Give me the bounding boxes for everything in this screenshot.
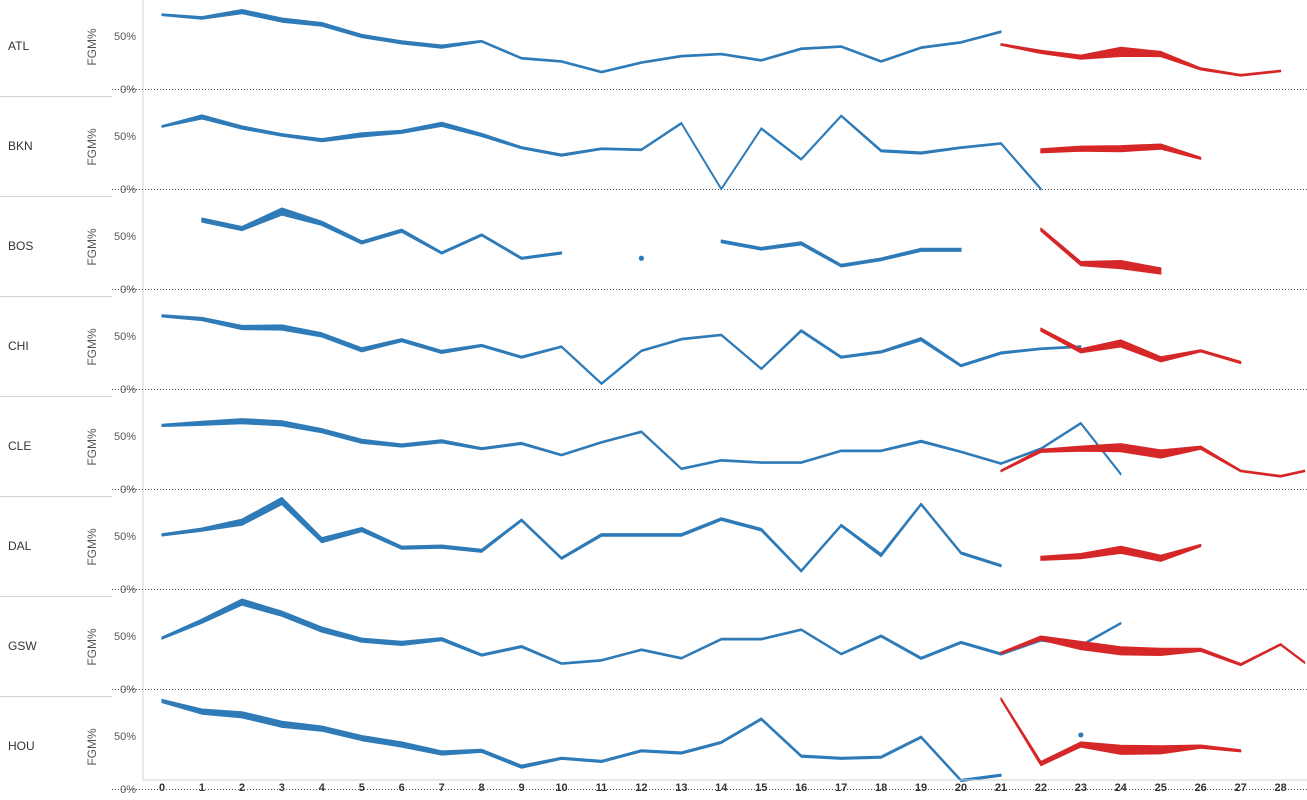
x-tick-label: 27 <box>1235 782 1247 794</box>
team-label-bos: BOS <box>8 239 33 253</box>
team-label-cle: CLE <box>8 439 31 453</box>
series-line-hou-red <box>1000 697 1242 767</box>
series-line-cle-blue <box>161 418 1122 476</box>
y-tick-label: 50% <box>114 31 136 43</box>
x-tick-label: 2 <box>239 782 245 794</box>
y-axis-title: FGM% <box>85 228 99 266</box>
series-line-gsw-blue <box>161 598 1122 665</box>
x-tick-label: 6 <box>399 782 405 794</box>
y-axis-title: FGM% <box>85 28 99 66</box>
team-label-bkn: BKN <box>8 139 33 153</box>
team-label-chi: CHI <box>8 339 29 353</box>
x-tick-label: 23 <box>1075 782 1087 794</box>
team-label-gsw: GSW <box>8 639 37 653</box>
x-tick-label: 18 <box>875 782 887 794</box>
series-line-chi-red <box>1040 327 1242 365</box>
y-tick-label: 50% <box>114 131 136 143</box>
y-tick-label: 50% <box>114 631 136 643</box>
x-tick-label: 9 <box>518 782 524 794</box>
x-tick-label: 15 <box>755 782 767 794</box>
y-tick-label: 0% <box>120 784 136 796</box>
series-line-cle-red <box>1000 443 1306 478</box>
y-tick-label: 50% <box>114 231 136 243</box>
y-tick-label: 0% <box>120 84 136 96</box>
y-tick-label: 0% <box>120 684 136 696</box>
y-tick-label: 50% <box>114 531 136 543</box>
y-axis-title: FGM% <box>85 528 99 566</box>
x-tick-label: 19 <box>915 782 927 794</box>
y-axis-title: FGM% <box>85 628 99 666</box>
x-tick-label: 8 <box>479 782 485 794</box>
y-axis-title: FGM% <box>85 128 99 166</box>
series-line-chi-blue <box>161 314 1082 385</box>
x-tick-label: 21 <box>995 782 1007 794</box>
series-line-dal-red <box>1040 543 1202 562</box>
data-point-bos <box>638 255 645 261</box>
y-tick-label: 0% <box>120 284 136 296</box>
y-tick-label: 50% <box>114 331 136 343</box>
y-tick-label: 0% <box>120 184 136 196</box>
team-label-atl: ATL <box>8 39 29 53</box>
series-line-bos-blue <box>201 207 563 260</box>
x-tick-label: 14 <box>715 782 728 794</box>
y-axis-title: FGM% <box>85 728 99 766</box>
x-tick-label: 4 <box>319 782 326 794</box>
x-tick-label: 13 <box>675 782 687 794</box>
series-line-bos-red <box>1040 227 1162 275</box>
x-tick-label: 16 <box>795 782 807 794</box>
x-tick-label: 28 <box>1274 782 1286 794</box>
x-tick-label: 12 <box>635 782 647 794</box>
x-tick-label: 26 <box>1195 782 1207 794</box>
series-line-atl-blue <box>161 9 1002 74</box>
x-tick-label: 20 <box>955 782 967 794</box>
y-tick-label: 0% <box>120 384 136 396</box>
team-label-dal: DAL <box>8 539 32 553</box>
x-tick-label: 22 <box>1035 782 1047 794</box>
series-line-gsw-red <box>1000 635 1306 667</box>
series-line-bkn-blue <box>161 114 1042 191</box>
x-tick-label: 0 <box>159 782 165 794</box>
y-tick-label: 50% <box>114 731 136 743</box>
x-tick-label: 1 <box>199 782 205 794</box>
data-point-hou <box>1078 732 1084 738</box>
x-tick-label: 24 <box>1115 782 1128 794</box>
y-tick-label: 50% <box>114 431 136 443</box>
series-line-bkn-red <box>1040 143 1202 160</box>
team-label-hou: HOU <box>8 739 35 753</box>
series-line-dal-blue <box>161 496 1002 573</box>
y-tick-label: 0% <box>120 484 136 496</box>
series-line-atl-red <box>1000 43 1282 77</box>
x-tick-label: 11 <box>596 782 608 794</box>
y-axis-title: FGM% <box>85 328 99 366</box>
x-tick-label: 10 <box>555 782 567 794</box>
x-tick-label: 7 <box>439 782 445 794</box>
y-axis-title: FGM% <box>85 428 99 466</box>
x-tick-label: 3 <box>279 782 285 794</box>
y-tick-label: 0% <box>120 584 136 596</box>
x-tick-label: 5 <box>359 782 365 794</box>
x-tick-label: 17 <box>835 782 847 794</box>
x-tick-label: 25 <box>1155 782 1167 794</box>
series-line-bos-blue <box>720 239 962 268</box>
series-line-hou-blue <box>161 698 1002 783</box>
